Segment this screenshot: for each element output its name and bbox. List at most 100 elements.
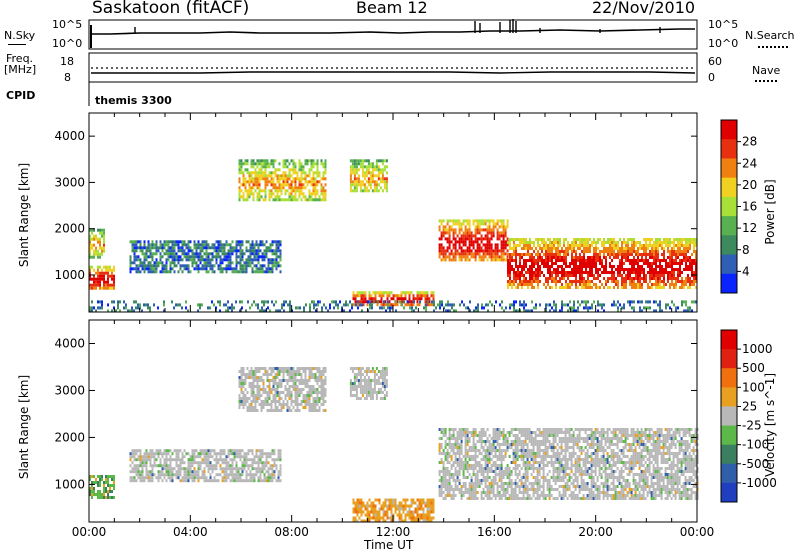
range-cell — [292, 162, 295, 166]
range-cell — [539, 274, 541, 277]
range-cell — [623, 280, 625, 283]
range-cell — [257, 306, 259, 310]
range-cell — [413, 309, 415, 313]
range-cell — [379, 376, 382, 379]
range-cell — [513, 303, 515, 307]
range-cell — [381, 171, 384, 175]
range-cell — [213, 479, 216, 483]
range-cell — [643, 244, 645, 247]
range-cell — [403, 300, 405, 304]
range-cell — [133, 243, 136, 247]
range-cell — [173, 458, 176, 462]
range-cell — [456, 222, 459, 226]
range-cell — [193, 473, 196, 477]
range-cell — [363, 385, 366, 388]
range-cell — [577, 238, 579, 241]
range-cell — [113, 496, 115, 499]
range-cell — [274, 406, 277, 409]
range-cell — [249, 249, 252, 253]
range-cell — [314, 189, 317, 193]
range-cell — [575, 309, 577, 313]
range-cell — [95, 246, 97, 250]
range-cell — [673, 274, 675, 277]
range-cell — [445, 303, 447, 307]
range-cell — [563, 271, 565, 274]
range-cell — [619, 274, 621, 277]
range-cell — [252, 382, 255, 385]
range-cell — [129, 261, 132, 265]
range-cell — [481, 303, 483, 307]
range-cell — [477, 309, 479, 313]
range-cell — [324, 177, 327, 181]
range-cell — [290, 391, 293, 394]
range-cell — [438, 237, 441, 241]
range-cell — [193, 461, 196, 465]
range-cell — [177, 455, 180, 459]
range-cell — [270, 373, 273, 376]
range-cell — [379, 306, 381, 310]
range-cell — [240, 382, 243, 385]
range-cell — [310, 391, 313, 394]
range-cell — [300, 198, 303, 202]
range-cell — [312, 400, 315, 403]
range-cell — [631, 300, 633, 304]
range-cell — [262, 171, 265, 175]
range-cell — [374, 507, 377, 511]
range-cell — [267, 261, 270, 265]
range-cell — [541, 256, 543, 259]
range-cell — [577, 306, 579, 310]
range-cell — [250, 177, 253, 181]
range-cell — [637, 268, 639, 271]
range-cell — [302, 192, 305, 196]
range-cell — [635, 250, 637, 253]
range-cell — [275, 243, 278, 247]
range-cell — [506, 219, 509, 223]
range-cell — [105, 478, 107, 481]
range-cell — [649, 256, 651, 259]
range-cell — [444, 255, 447, 259]
range-cell — [607, 241, 609, 244]
range-cell — [306, 379, 309, 382]
range-cell — [370, 510, 373, 514]
range-cell — [237, 240, 240, 244]
range-cell — [257, 261, 260, 265]
range-cell — [488, 219, 491, 223]
range-cell — [316, 382, 319, 385]
range-cell — [637, 259, 639, 262]
range-cell — [147, 240, 150, 244]
range-cell — [454, 255, 457, 259]
range-cell — [141, 467, 144, 471]
range-cell — [569, 300, 571, 304]
range-cell — [129, 455, 132, 459]
range-cell — [300, 192, 303, 196]
range-cell — [167, 467, 170, 471]
range-cell — [153, 243, 156, 247]
range-cell — [235, 300, 237, 304]
range-cell — [322, 192, 325, 196]
range-cell — [359, 162, 362, 166]
range-cell — [480, 258, 483, 262]
range-cell — [370, 297, 373, 301]
range-cell — [155, 252, 158, 256]
range-cell — [239, 246, 242, 250]
range-cell — [645, 259, 647, 262]
range-cell — [238, 406, 241, 409]
range-cell — [655, 271, 657, 274]
range-cell — [487, 309, 489, 313]
range-cell — [492, 252, 495, 256]
range-cell — [231, 261, 234, 265]
range-cell — [195, 470, 198, 474]
range-cell — [304, 373, 307, 376]
range-cell — [515, 253, 517, 256]
range-cell — [238, 385, 241, 388]
range-cell — [217, 267, 220, 271]
range-cell — [341, 306, 343, 310]
range-cell — [209, 258, 212, 262]
range-cell — [355, 303, 357, 307]
range-cell — [639, 265, 641, 268]
range-cell — [266, 391, 269, 394]
range-cell — [359, 186, 362, 190]
range-cell — [387, 303, 389, 307]
range-cell — [225, 467, 228, 471]
range-cell — [478, 252, 481, 256]
